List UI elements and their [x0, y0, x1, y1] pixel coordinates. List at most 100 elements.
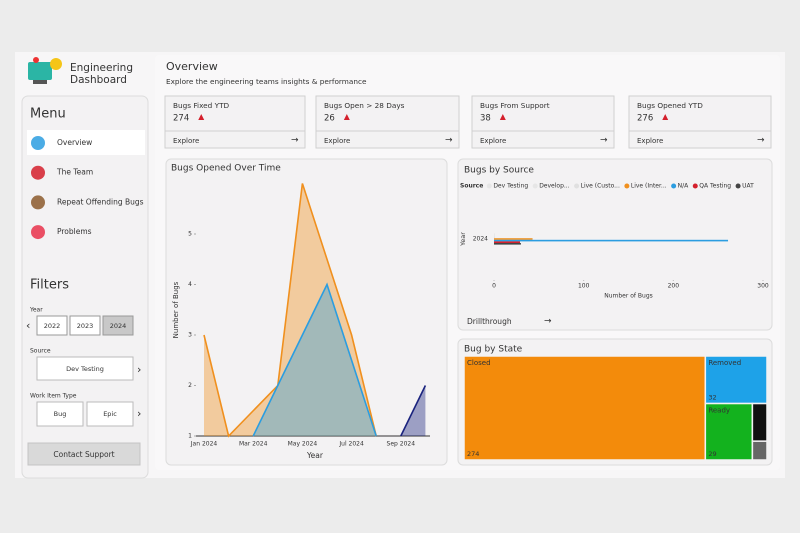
card	[165, 158, 448, 466]
work-item-label: Bug	[54, 410, 67, 418]
work-item-option[interactable]	[36, 401, 84, 427]
menu-item[interactable]: Repeat Offending Bugs	[57, 197, 144, 206]
kpi-link[interactable]: Explore	[480, 137, 506, 145]
work-item-slicer: Bug Epic	[36, 401, 134, 427]
treemap-label: Ready	[708, 407, 730, 415]
card	[457, 158, 773, 331]
legend-label: QA Testing	[699, 183, 731, 190]
chart-title: Bugs by Source	[464, 166, 534, 176]
menu-icon	[31, 136, 45, 150]
kpi-arrow[interactable]: →	[445, 136, 453, 146]
year-prev[interactable]: ‹	[26, 319, 30, 332]
x-axis-label: Year	[306, 451, 324, 460]
kpi-value: 38	[480, 114, 491, 124]
bar	[494, 235, 495, 237]
y-tick-label: 4	[188, 281, 192, 288]
menu-item[interactable]: Overview	[57, 138, 92, 147]
x-tick-label: May 2024	[288, 441, 318, 448]
menu-item[interactable]: Problems	[57, 227, 92, 236]
treemap-value: 29	[708, 450, 716, 458]
kpi-arrow[interactable]: →	[291, 136, 299, 146]
filters-title: Filters	[30, 278, 69, 293]
legend-label: Dev Testing	[493, 183, 528, 190]
treemap-cell	[463, 355, 707, 461]
bar	[494, 241, 521, 243]
treemap-label: Closed	[467, 359, 491, 367]
source-box[interactable]	[36, 356, 134, 381]
line	[252, 282, 377, 437]
work-item-next[interactable]: ›	[137, 407, 141, 420]
work-item-label: Epic	[103, 410, 117, 418]
chart-title: Bug by State	[464, 345, 523, 355]
legend-marker	[486, 183, 492, 189]
filter-label: Source	[30, 348, 51, 355]
legend-label: Develop...	[539, 183, 570, 190]
treemap-cell	[751, 402, 768, 442]
bar	[494, 238, 533, 240]
legend-marker	[532, 183, 538, 189]
trend-icon	[499, 114, 506, 120]
treemap-cell	[704, 355, 768, 405]
trend-icon	[343, 114, 350, 120]
bar	[494, 243, 521, 245]
legend-marker	[624, 183, 630, 189]
kpi-arrow[interactable]: →	[757, 136, 765, 146]
kpi-value: 276	[637, 114, 653, 124]
contact-button[interactable]	[27, 442, 141, 466]
kpi-label: Bugs Opened YTD	[637, 101, 703, 110]
chart-title: Bugs Opened Over Time	[171, 164, 281, 174]
menu: Overview The Team Repeat Offending Bugs Pro…	[31, 136, 144, 240]
line	[400, 385, 427, 437]
drillthrough-link[interactable]: Drillthrough	[467, 317, 512, 326]
treemap-cell	[751, 440, 768, 461]
app-title: Dashboard	[70, 74, 127, 86]
legend-marker	[692, 183, 698, 189]
kpi-link[interactable]: Explore	[324, 137, 350, 145]
kpi-arrow[interactable]: →	[600, 136, 608, 146]
x-tick-label: 200	[668, 283, 680, 290]
x-tick-label: Jul 2024	[338, 441, 364, 448]
x-tick-label: Mar 2024	[239, 441, 268, 448]
overview-subtitle: Explore the engineering teams insights &…	[166, 77, 367, 86]
year-option[interactable]	[102, 315, 134, 336]
treemap-value: 274	[467, 450, 479, 458]
menu-icon	[31, 195, 45, 210]
y-tick-label: 2024	[473, 236, 488, 243]
treemap-cell	[704, 402, 754, 461]
logo	[28, 57, 62, 84]
year-option[interactable]	[36, 315, 68, 336]
y-tick-label: 2	[188, 382, 192, 389]
trend-icon	[662, 114, 669, 120]
kpi-card	[164, 95, 306, 149]
drillthrough-arrow[interactable]: →	[544, 317, 552, 327]
x-tick-label: Sep 2024	[387, 441, 416, 448]
menu-icon	[31, 225, 45, 240]
app-title: Engineering	[70, 62, 133, 74]
y-axis-label: Number of Bugs	[172, 281, 180, 338]
line	[203, 183, 377, 438]
work-item-option[interactable]	[86, 401, 134, 427]
kpi-label: Bugs Fixed YTD	[173, 101, 230, 110]
filter-label: Year	[29, 307, 43, 314]
year-option-label: 2024	[110, 322, 127, 330]
legend-title: Source	[460, 183, 483, 190]
year-slicer: 2022 2023 2024	[36, 315, 134, 336]
overview-title: Overview	[166, 60, 218, 73]
bar	[494, 236, 495, 239]
legend-label: Live (Inter...	[631, 183, 667, 190]
source-next[interactable]: ›	[137, 363, 141, 376]
y-axis-label: Year	[459, 232, 467, 247]
treemap-value: 32	[708, 394, 716, 402]
menu-active-bg	[27, 130, 145, 155]
legend-marker	[574, 183, 580, 189]
kpi-link[interactable]: Explore	[637, 137, 663, 145]
menu-title: Menu	[30, 107, 66, 122]
kpi-link[interactable]: Explore	[173, 137, 199, 145]
contact-button-label: Contact Support	[53, 450, 114, 459]
kpi-label: Bugs Open > 28 Days	[324, 101, 405, 110]
menu-item[interactable]: The Team	[56, 168, 93, 177]
y-tick-label: 1	[188, 433, 192, 440]
year-option[interactable]	[69, 315, 101, 336]
